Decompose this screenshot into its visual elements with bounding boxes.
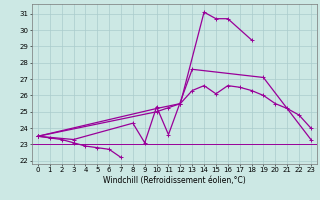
X-axis label: Windchill (Refroidissement éolien,°C): Windchill (Refroidissement éolien,°C): [103, 176, 246, 185]
